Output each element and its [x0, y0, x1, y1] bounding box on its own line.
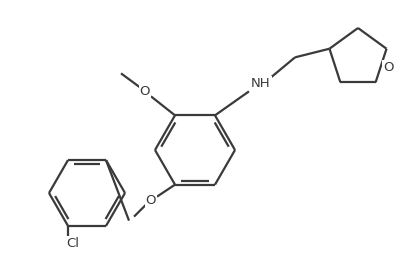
Text: O: O	[140, 85, 150, 98]
Text: O: O	[145, 194, 156, 207]
Text: O: O	[382, 61, 393, 75]
Text: NH: NH	[251, 77, 270, 90]
Text: Cl: Cl	[66, 237, 79, 250]
